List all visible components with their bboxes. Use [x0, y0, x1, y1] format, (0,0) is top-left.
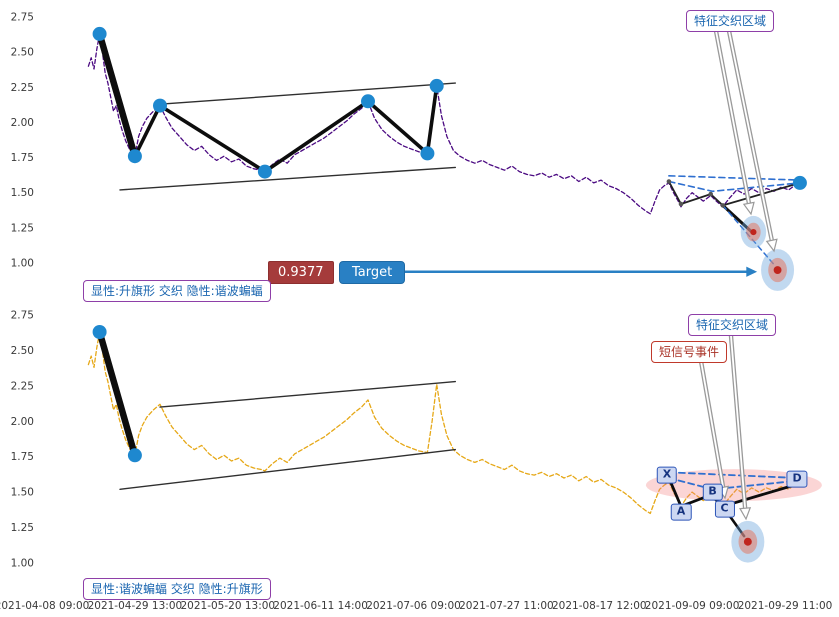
top-vertex-dot: [678, 201, 684, 207]
y-tick-label: 2.25: [11, 380, 34, 392]
pattern-point-label-D: D: [786, 471, 808, 488]
top-vertex-dot: [720, 203, 726, 208]
pattern-point-label-B: B: [702, 483, 723, 501]
top-hidden-bat-dash-top: [668, 175, 801, 181]
annotation-feature-overlap-bottom: 特征交织区域: [688, 314, 777, 336]
top-pattern-marker: [792, 175, 807, 190]
top-pattern-marker: [92, 26, 107, 41]
y-tick-label: 1.75: [11, 451, 34, 463]
x-tick-label: 2021-09-29 11:00: [738, 600, 833, 612]
annotation-short-signal-event: 短信号事件: [651, 341, 728, 363]
top-vertex-dot: [666, 179, 672, 184]
bottom-bat-dash-top: [668, 471, 798, 479]
bottom-pattern-marker: [92, 325, 107, 339]
y-tick-label: 1.00: [11, 258, 34, 270]
pattern-point-label-X: X: [656, 466, 678, 484]
bottom-flag-pole: [96, 328, 139, 459]
pattern-caption-top: 显性:升旗形 交织 隐性:谐波蝙蝠: [83, 280, 271, 302]
top-flag-zigzag: [97, 32, 439, 174]
x-tick-label: 2021-04-29 13:00: [88, 600, 183, 612]
y-tick-label: 1.50: [11, 487, 34, 499]
x-tick-label: 2021-06-11 14:00: [273, 600, 368, 612]
top-pattern-marker: [127, 149, 142, 164]
top-pattern-marker: [361, 94, 375, 109]
pattern-caption-bottom: 显性:谐波蝙蝠 交织 隐性:升旗形: [83, 578, 271, 600]
x-tick-label: 2021-05-20 13:00: [180, 600, 275, 612]
y-tick-label: 2.75: [11, 310, 34, 322]
pattern-point-label-A: A: [670, 503, 692, 521]
y-tick-label: 2.00: [11, 117, 34, 129]
bottom-channel-upper: [159, 380, 456, 408]
top-pattern-marker: [153, 98, 167, 113]
y-tick-label: 2.50: [11, 47, 34, 59]
pattern-point-label-C: C: [714, 500, 735, 518]
bottom-channel-lower: [119, 448, 456, 490]
top-target-center-0: [750, 229, 757, 236]
y-tick-label: 2.25: [11, 82, 34, 94]
target-value-badge: 0.9377: [268, 261, 334, 284]
top-pattern-marker: [257, 164, 272, 179]
annotation-arrow-1: [728, 30, 773, 243]
target-button[interactable]: Target: [339, 261, 406, 284]
annotation-arrow-0-head: [742, 201, 755, 216]
y-tick-label: 1.50: [11, 187, 34, 199]
y-tick-label: 2.00: [11, 416, 34, 428]
bottom-target-center-0: [743, 537, 752, 546]
top-hidden-bat-dash-mid: [668, 180, 801, 193]
top-channel-lower: [119, 166, 456, 191]
y-tick-label: 1.00: [11, 558, 34, 570]
annotation-arrow-3: [700, 360, 725, 490]
top-channel-upper: [159, 82, 456, 105]
annotation-arrow-0: [715, 30, 751, 206]
x-tick-label: 2021-08-17 12:00: [552, 600, 647, 612]
annotation-arrow-2: [730, 335, 747, 510]
top-price-line: [87, 33, 801, 215]
x-tick-label: 2021-09-09 09:00: [645, 600, 740, 612]
annotation-arrow-1-head: [765, 238, 778, 253]
y-tick-label: 1.25: [11, 522, 34, 534]
top-flag-pole: [96, 30, 139, 160]
y-tick-label: 1.25: [11, 222, 34, 234]
x-tick-label: 2021-07-06 09:00: [366, 600, 461, 612]
top-target-center-1: [773, 266, 782, 274]
bottom-pattern-marker: [127, 448, 142, 463]
y-tick-label: 2.50: [11, 345, 34, 357]
y-tick-label: 2.75: [11, 12, 34, 24]
top-pattern-marker: [429, 78, 444, 93]
top-pattern-marker: [420, 146, 435, 161]
x-tick-label: 2021-04-08 09:00: [0, 600, 89, 612]
annotation-feature-overlap-top: 特征交织区域: [686, 10, 775, 32]
y-tick-label: 1.75: [11, 152, 34, 164]
top-target-arrow-head: [746, 266, 758, 277]
annotation-arrow-2-head: [739, 507, 752, 521]
top-vertex-dot: [708, 191, 713, 197]
x-tick-label: 2021-07-27 11:00: [459, 600, 554, 612]
